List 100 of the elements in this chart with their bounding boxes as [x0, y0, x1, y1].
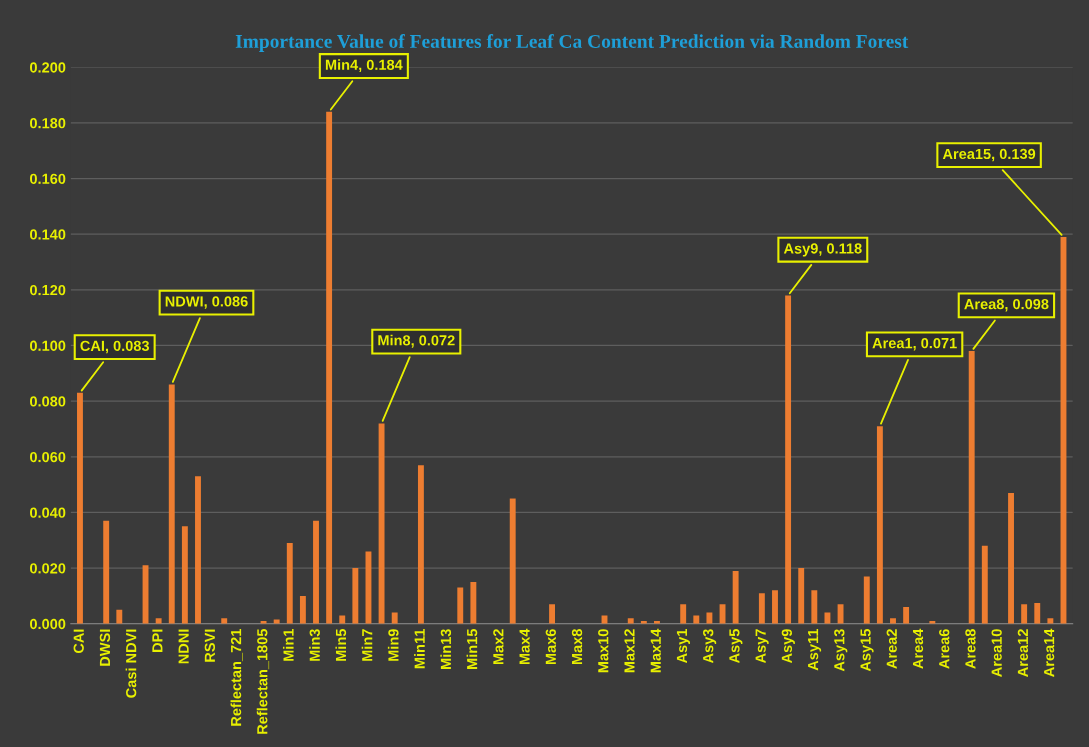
x-tick-label: Asy5: [729, 629, 743, 664]
bar: [339, 615, 346, 624]
x-tick-label: Min3: [309, 629, 320, 661]
bar: [221, 618, 228, 624]
data-label: Area15, 0.139: [942, 148, 1036, 162]
x-tick-label: Min1: [282, 629, 294, 661]
bar: [549, 604, 556, 624]
bar: [509, 498, 516, 624]
x-tick-label: Asy7: [755, 629, 769, 664]
y-tick-label: 0.000: [30, 618, 66, 630]
bar: [772, 590, 778, 624]
bar: [824, 612, 831, 624]
x-tick-label: Min9: [387, 629, 399, 661]
x-tick-label: Max2: [493, 629, 504, 665]
bar: [981, 545, 988, 624]
y-tick-label: 0.080: [30, 396, 66, 407]
x-tick-label: Asy3: [703, 629, 717, 664]
data-label: Area1, 0.071: [872, 337, 957, 351]
x-tick-label: Reflectan_1805: [256, 629, 270, 734]
bar: [693, 615, 700, 624]
bar: [863, 576, 870, 624]
data-label: CAI, 0.083: [80, 340, 150, 354]
bar: [1047, 618, 1054, 624]
bar: [837, 604, 844, 624]
x-tick-label: Max8: [571, 629, 583, 665]
bar: [116, 609, 123, 624]
bar: [103, 520, 110, 624]
bar: [1008, 492, 1014, 624]
x-tick-label: CAI: [73, 629, 84, 654]
y-tick-label: 0.100: [30, 340, 66, 351]
y-tick-label: 0.060: [30, 451, 66, 463]
y-tick-label: 0.040: [30, 507, 66, 518]
x-tick-label: Asy9: [781, 629, 795, 664]
x-tick-label: Max4: [519, 628, 530, 665]
bar: [470, 582, 477, 624]
x-tick-label: Area14: [1044, 628, 1055, 677]
bar: [181, 526, 188, 624]
bar: [680, 604, 687, 624]
y-tick-label: 0.180: [30, 117, 66, 129]
data-label: NDWI, 0.086: [165, 296, 248, 309]
x-tick-label: Max12: [624, 629, 635, 673]
data-label: Min4, 0.184: [325, 59, 403, 73]
x-tick-label: Min11: [414, 629, 425, 669]
data-label: Min8, 0.072: [378, 334, 455, 348]
y-tick-label: 0.200: [30, 62, 66, 73]
x-tick-label: Area2: [886, 629, 897, 669]
x-tick-label: Min5: [335, 629, 347, 661]
bar: [195, 476, 201, 624]
bar: [876, 426, 883, 624]
bar: [378, 423, 385, 624]
bar: [890, 618, 896, 624]
x-tick-label: Asy15: [860, 629, 874, 672]
x-tick-label: Min15: [466, 629, 478, 669]
bar: [903, 607, 910, 624]
bar: [313, 520, 319, 624]
bar: [732, 570, 739, 624]
bar: [968, 351, 975, 624]
bar: [391, 612, 398, 624]
y-tick-label: 0.140: [30, 229, 66, 240]
bar: [1021, 604, 1028, 624]
x-tick-label: Reflectan_721: [230, 629, 243, 726]
y-tick-label: 0.120: [30, 284, 66, 296]
bar: [352, 568, 359, 624]
x-tick-label: Area4: [912, 628, 924, 669]
x-tick-label: Asy13: [834, 629, 848, 672]
x-tick-label: Area8: [965, 629, 976, 669]
x-tick-label: Min7: [361, 629, 373, 661]
x-tick-label: Area6: [939, 629, 950, 669]
bar: [706, 612, 713, 624]
x-tick-label: RSVI: [204, 629, 216, 662]
x-tick-label: Max6: [545, 629, 556, 665]
x-tick-label: DPI: [152, 629, 163, 652]
bar: [417, 465, 424, 624]
x-tick-label: Area10: [991, 629, 1002, 677]
bar: [77, 392, 83, 624]
bar: [299, 595, 306, 624]
chart-title: Importance Value of Features for Leaf Ca Content Prediction via Random Forest: [235, 34, 909, 52]
x-tick-label: Asy1: [676, 629, 690, 664]
x-tick-label: NDNI: [178, 629, 189, 664]
data-label: Area8, 0.098: [964, 298, 1049, 312]
data-label: Asy9, 0.118: [783, 243, 862, 257]
bar: [1034, 602, 1041, 624]
x-tick-label: Casi NDVI: [125, 629, 137, 698]
bar: [286, 543, 293, 624]
bar: [326, 111, 333, 624]
bar: [155, 618, 162, 624]
x-tick-label: Max10: [598, 629, 609, 673]
y-tick-label: 0.160: [30, 173, 66, 184]
bar: [798, 568, 805, 624]
bar: [168, 384, 175, 624]
x-tick-label: Max14: [650, 628, 661, 673]
x-tick-label: Area12: [1017, 629, 1029, 677]
bar: [627, 618, 634, 624]
bar: [811, 590, 818, 624]
x-tick-label: Min13: [440, 629, 452, 669]
x-tick-label: DWSI: [99, 629, 111, 666]
bar: [758, 593, 765, 624]
y-tick-label: 0.020: [30, 563, 66, 574]
x-tick-label: Asy11: [808, 629, 822, 671]
bar: [785, 295, 792, 624]
